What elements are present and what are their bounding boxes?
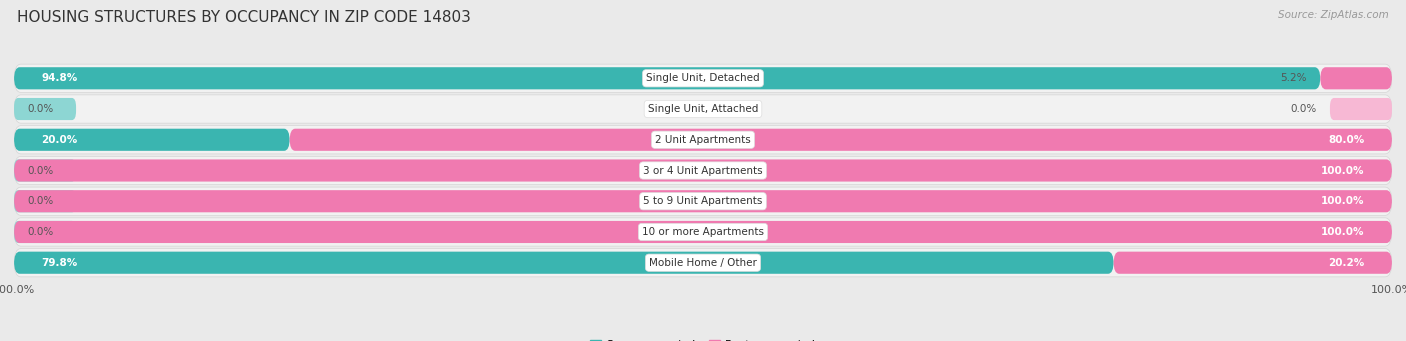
FancyBboxPatch shape [14,95,1392,123]
Text: 100.0%: 100.0% [1320,165,1364,176]
FancyBboxPatch shape [1320,67,1392,89]
Text: 2 Unit Apartments: 2 Unit Apartments [655,135,751,145]
FancyBboxPatch shape [14,160,1392,181]
Text: 0.0%: 0.0% [1289,104,1316,114]
FancyBboxPatch shape [14,187,1392,216]
Text: 5 to 9 Unit Apartments: 5 to 9 Unit Apartments [644,196,762,206]
Text: Single Unit, Attached: Single Unit, Attached [648,104,758,114]
FancyBboxPatch shape [14,249,1392,277]
Text: 100.0%: 100.0% [1320,227,1364,237]
Text: HOUSING STRUCTURES BY OCCUPANCY IN ZIP CODE 14803: HOUSING STRUCTURES BY OCCUPANCY IN ZIP C… [17,10,471,25]
Text: 20.2%: 20.2% [1329,258,1364,268]
FancyBboxPatch shape [14,218,1392,246]
Legend: Owner-occupied, Renter-occupied: Owner-occupied, Renter-occupied [591,340,815,341]
Text: 0.0%: 0.0% [28,165,53,176]
Text: 80.0%: 80.0% [1329,135,1364,145]
Text: 20.0%: 20.0% [42,135,77,145]
FancyBboxPatch shape [1114,252,1392,274]
FancyBboxPatch shape [14,160,76,181]
Text: 100.0%: 100.0% [1320,196,1364,206]
Text: Mobile Home / Other: Mobile Home / Other [650,258,756,268]
FancyBboxPatch shape [14,98,76,120]
Text: 5.2%: 5.2% [1279,73,1306,83]
FancyBboxPatch shape [14,129,290,151]
Text: 94.8%: 94.8% [42,73,77,83]
FancyBboxPatch shape [14,190,1392,212]
Text: Source: ZipAtlas.com: Source: ZipAtlas.com [1278,10,1389,20]
FancyBboxPatch shape [14,64,1392,92]
Text: 10 or more Apartments: 10 or more Apartments [643,227,763,237]
Text: 3 or 4 Unit Apartments: 3 or 4 Unit Apartments [643,165,763,176]
FancyBboxPatch shape [14,252,1114,274]
FancyBboxPatch shape [14,67,1320,89]
FancyBboxPatch shape [14,221,1392,243]
FancyBboxPatch shape [14,157,1392,184]
FancyBboxPatch shape [1330,98,1392,120]
Text: 79.8%: 79.8% [42,258,77,268]
Text: 0.0%: 0.0% [28,227,53,237]
Text: 0.0%: 0.0% [28,104,53,114]
FancyBboxPatch shape [14,221,76,243]
FancyBboxPatch shape [14,125,1392,154]
Text: 0.0%: 0.0% [28,196,53,206]
FancyBboxPatch shape [14,190,76,212]
Text: Single Unit, Detached: Single Unit, Detached [647,73,759,83]
FancyBboxPatch shape [290,129,1392,151]
